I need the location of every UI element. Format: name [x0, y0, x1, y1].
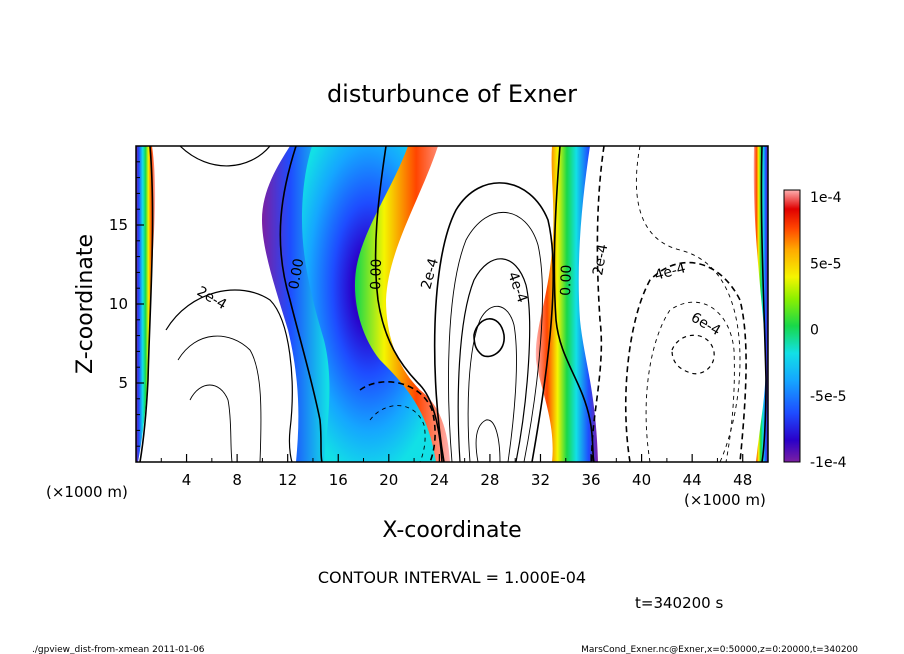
x-tick-label: 24 — [430, 471, 449, 489]
y-axis: 5 10 15 — [109, 161, 144, 447]
x-axis-label: X-coordinate — [382, 518, 521, 543]
colorbar — [783, 189, 801, 463]
y-axis-label: Z-coordinate — [73, 234, 98, 374]
contour-label: 2e-4 — [418, 256, 442, 291]
contour-label: 4e-4 — [653, 260, 688, 284]
x-tick-label: 28 — [480, 471, 499, 489]
contour-label: 0.00 — [368, 258, 385, 290]
x-tick-label: 36 — [581, 471, 600, 489]
contour-label: 2e-4 — [590, 243, 611, 277]
colorbar-ticks: 1e-4 5e-5 0 -5e-5 -1e-4 — [810, 190, 847, 471]
y-tick-label: 5 — [118, 374, 128, 392]
colorbar-tick-label: 1e-4 — [810, 190, 842, 206]
x-tick-label: 12 — [278, 471, 297, 489]
x-tick-label: 40 — [632, 471, 651, 489]
footer-right: MarsCond_Exner.nc@Exner,x=0:50000,z=0:20… — [581, 645, 858, 654]
x-tick-label: 16 — [329, 471, 348, 489]
footer-left: ./gpview_dist-from-xmean 2011-01-06 — [32, 645, 205, 654]
shade-low-core — [302, 146, 436, 462]
y-axis-unit: (×1000 m) — [46, 483, 128, 501]
x-tick-label: 48 — [733, 471, 752, 489]
x-tick-label: 4 — [182, 471, 192, 489]
x-axis: 4 8 12 16 20 24 28 32 36 40 44 48 — [160, 454, 752, 489]
plot-area: 2e-4 0.00 0.00 2e-4 4e-4 0.00 2e-4 4e-4 … — [136, 146, 768, 462]
contour-label: 0.00 — [286, 257, 307, 290]
colorbar-tick-label: 5e-5 — [810, 256, 841, 272]
time-text: t=340200 s — [635, 594, 723, 612]
contour-label: 0.00 — [558, 264, 575, 296]
colorbar-tick-label: -1e-4 — [810, 455, 847, 471]
contour-lines — [139, 146, 767, 462]
colorbar-tick-label: -5e-5 — [810, 389, 847, 405]
x-tick-label: 32 — [531, 471, 550, 489]
contour-interval-text: CONTOUR INTERVAL = 1.000E-04 — [318, 568, 586, 587]
shade-band-right-edge — [753, 146, 768, 462]
y-tick-label: 15 — [109, 216, 128, 234]
chart-title: disturbunce of Exner — [327, 80, 577, 108]
x-tick-label: 8 — [232, 471, 242, 489]
x-tick-label: 44 — [683, 471, 702, 489]
colorbar-tick-label: 0 — [810, 323, 819, 339]
shade-band-right — [535, 146, 598, 462]
x-axis-unit: (×1000 m) — [684, 491, 766, 509]
x-tick-label: 20 — [379, 471, 398, 489]
y-tick-label: 10 — [109, 295, 128, 313]
